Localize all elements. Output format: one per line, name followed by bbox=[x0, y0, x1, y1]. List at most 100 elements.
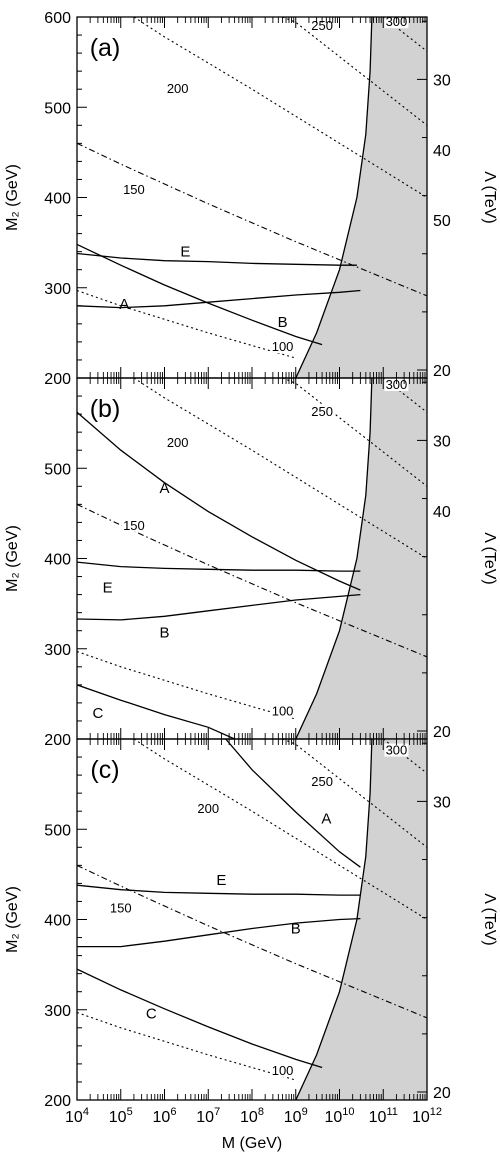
right-tick-label: 50 bbox=[433, 213, 451, 230]
right-tick-label: 30 bbox=[433, 433, 451, 450]
y-tick-label: 200 bbox=[44, 732, 71, 749]
series-line-B bbox=[77, 593, 361, 621]
x-tick-label: 107 bbox=[196, 1106, 220, 1126]
panel-a: 100150200250300ABE2003004005006002030405… bbox=[4, 10, 498, 388]
x-tick-label: 1012 bbox=[412, 1106, 442, 1126]
y-tick-label: 300 bbox=[44, 642, 71, 659]
shaded-excluded-region bbox=[295, 739, 427, 1100]
right-tick-label: 30 bbox=[433, 794, 451, 811]
contour-line-100 bbox=[77, 1011, 296, 1081]
contour-line-150 bbox=[77, 864, 427, 1019]
contour-label-bg-250 bbox=[310, 405, 335, 419]
series-label-A: A bbox=[159, 480, 169, 497]
contour-label-200: 200 bbox=[167, 81, 189, 96]
right-tick-label: 20 bbox=[433, 363, 451, 380]
contour-label-bg-300 bbox=[384, 743, 409, 757]
y-axis-title: M₂ (GeV) bbox=[4, 525, 21, 592]
panel-label: (b) bbox=[90, 395, 121, 423]
series-label-B: B bbox=[291, 921, 301, 938]
contour-label-bg-100 bbox=[270, 704, 295, 718]
y-tick-label: 500 bbox=[44, 822, 71, 839]
contour-line-300 bbox=[382, 739, 427, 774]
panel-label: (a) bbox=[90, 34, 121, 62]
series-line-E bbox=[77, 561, 361, 572]
y-axis-title: M₂ (GeV) bbox=[4, 886, 21, 953]
x-tick-label: 106 bbox=[153, 1106, 177, 1126]
series-line-B bbox=[77, 917, 361, 948]
contour-line-300 bbox=[382, 378, 427, 413]
contour-label-bg-100 bbox=[270, 340, 295, 354]
contour-label-250: 250 bbox=[311, 404, 333, 419]
boundary-curve bbox=[295, 17, 373, 378]
contour-label-300: 300 bbox=[386, 14, 408, 29]
y-tick-label: 600 bbox=[44, 10, 71, 27]
series-label-B: B bbox=[278, 314, 288, 331]
y-tick-label: 400 bbox=[44, 191, 71, 208]
series-line-A bbox=[225, 739, 361, 868]
contour-label-bg-150 bbox=[121, 518, 146, 532]
right-axis-title: Λ (TeV) bbox=[481, 171, 498, 223]
right-tick-label: 30 bbox=[433, 72, 451, 89]
series-label-C: C bbox=[146, 1005, 157, 1022]
plot-area: 100 150 200 250 300 A B E C bbox=[77, 377, 427, 739]
contour-label-bg-150 bbox=[121, 183, 146, 197]
series-line-C bbox=[77, 968, 323, 1069]
right-axis-title: Λ (TeV) bbox=[481, 893, 498, 945]
right-axis-title: Λ (TeV) bbox=[481, 532, 498, 584]
series-label-C: C bbox=[92, 705, 103, 722]
contour-label-300: 300 bbox=[386, 377, 408, 392]
contour-label-250: 250 bbox=[311, 774, 333, 789]
contour-label-bg-200 bbox=[165, 435, 190, 449]
series-line-E bbox=[77, 252, 357, 266]
y-tick-label: 200 bbox=[44, 371, 71, 388]
panel-c: 100 150 200 250 300 A B E C 200 300 400 500 20 30 40 50 (… bbox=[4, 213, 498, 1152]
contour-line-150 bbox=[77, 142, 427, 297]
contour-label-150: 150 bbox=[123, 182, 145, 197]
contour-label-150: 150 bbox=[110, 900, 132, 915]
panels-group: 100 150 200 250 300 A B E 200 300 400 500 600 20 30 40 5… bbox=[4, 10, 498, 1152]
panel-label: (c) bbox=[90, 756, 119, 784]
y-axis-title: M₂ (GeV) bbox=[4, 164, 21, 231]
x-axis-title: M (GeV) bbox=[222, 1135, 282, 1152]
x-tick-label: 109 bbox=[284, 1106, 308, 1126]
contour-label-100: 100 bbox=[272, 339, 294, 354]
contour-label-100: 100 bbox=[272, 1063, 294, 1078]
contour-label-200: 200 bbox=[197, 801, 219, 816]
y-tick-label: 500 bbox=[44, 461, 71, 478]
y-tick-label: 300 bbox=[44, 281, 71, 298]
contour-label-bg-200 bbox=[165, 82, 190, 96]
contour-label-bg-250 bbox=[310, 775, 335, 789]
contour-line-100 bbox=[77, 650, 296, 720]
y-tick-label: 400 bbox=[44, 913, 71, 930]
x-tick-label: 1011 bbox=[369, 1106, 398, 1126]
plot-area: 100 150 200 250 300 A B E C bbox=[77, 739, 427, 1100]
boundary-curve bbox=[295, 378, 373, 739]
shaded-excluded-region bbox=[295, 378, 427, 739]
shaded-excluded-region bbox=[295, 17, 427, 378]
contour-label-bg-300 bbox=[384, 378, 409, 392]
right-tick-label: 20 bbox=[433, 1085, 451, 1102]
y-tick-label: 200 bbox=[44, 1093, 71, 1110]
panel-b: 100 150 200 250 300 A B E C 200 300 400 500 20 30 40 50 (… bbox=[4, 143, 498, 749]
boundary-curve bbox=[295, 739, 373, 1100]
series-label-A: A bbox=[321, 810, 331, 827]
contour-label-bg-200 bbox=[196, 802, 221, 816]
x-tick-label: 108 bbox=[240, 1106, 264, 1126]
series-line-A bbox=[77, 243, 323, 346]
series-label-B: B bbox=[159, 625, 169, 642]
contour-line-100 bbox=[77, 289, 296, 359]
contour-label-bg-100 bbox=[270, 1063, 295, 1077]
contour-label-150: 150 bbox=[123, 518, 145, 533]
contour-label-300: 300 bbox=[386, 743, 408, 758]
x-tick-label: 1010 bbox=[324, 1106, 354, 1126]
series-line-E bbox=[77, 884, 361, 896]
contour-label-200: 200 bbox=[167, 435, 189, 450]
x-tick-label: 104 bbox=[65, 1106, 89, 1126]
series-label-E: E bbox=[103, 579, 113, 596]
series-label-E: E bbox=[216, 872, 226, 889]
y-tick-label: 300 bbox=[44, 1003, 71, 1020]
series-line-A bbox=[77, 411, 361, 591]
series-label-A: A bbox=[119, 296, 129, 313]
